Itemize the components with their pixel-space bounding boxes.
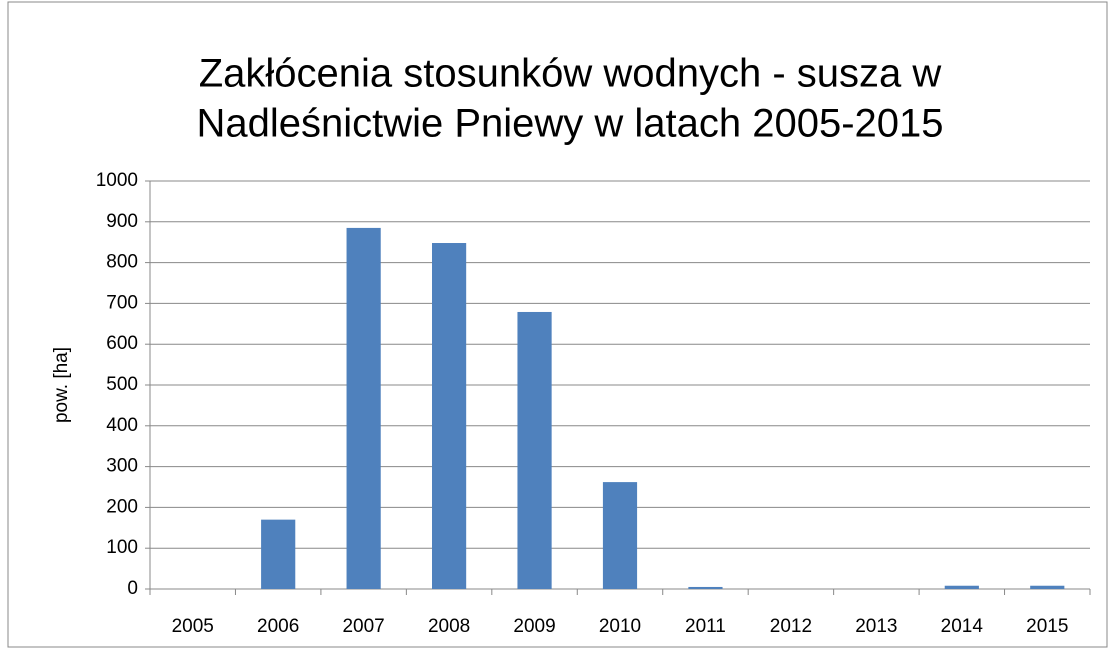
chart-title: Zakłócenia stosunków wodnych - susza w <box>199 52 942 96</box>
y-tick-label: 700 <box>106 292 138 313</box>
x-tick-label: 2015 <box>1026 616 1068 637</box>
x-tick-label: 2008 <box>428 616 470 637</box>
bar <box>346 227 381 590</box>
y-tick-label: 200 <box>106 496 138 517</box>
y-tick-label: 0 <box>127 578 138 599</box>
x-tick-label: 2012 <box>770 616 812 637</box>
bar <box>432 243 467 590</box>
y-axis-label: pow. [ha] <box>51 347 72 423</box>
x-tick-label: 2011 <box>685 616 726 637</box>
y-tick-label: 600 <box>106 333 138 354</box>
y-tick-label: 900 <box>106 211 138 232</box>
y-tick-label: 100 <box>106 537 138 558</box>
x-tick-label: 2014 <box>941 616 984 637</box>
bar <box>517 311 552 589</box>
y-tick-label: 300 <box>106 456 138 477</box>
chart-frame <box>7 1 1108 648</box>
x-tick-label: 2006 <box>257 616 299 637</box>
x-tick-label: 2009 <box>513 616 555 637</box>
bar <box>1030 585 1065 589</box>
y-tick-label: 1000 <box>96 170 138 191</box>
x-tick-label: 2010 <box>599 616 641 637</box>
x-tick-label: 2007 <box>342 616 384 637</box>
chart-title: Nadleśnictwie Pniewy w latach 2005-2015 <box>196 102 943 146</box>
y-tick-label: 400 <box>106 415 138 436</box>
y-tick-label: 800 <box>106 252 138 273</box>
bar <box>944 585 979 589</box>
y-tick-label: 500 <box>106 374 138 395</box>
x-tick-label: 2013 <box>855 616 897 637</box>
bar <box>261 519 296 589</box>
bar <box>602 482 638 589</box>
x-tick-label: 2005 <box>172 616 214 637</box>
bar <box>688 586 723 589</box>
